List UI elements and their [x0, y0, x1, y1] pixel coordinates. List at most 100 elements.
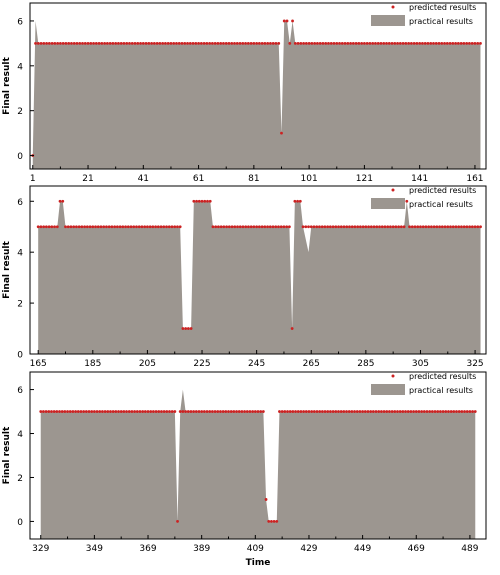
panel-1-predicted-point-89 [277, 41, 281, 45]
panel-1-predicted-point-90 [280, 131, 283, 135]
panel-1-predicted-point-16 [75, 41, 79, 45]
panel-1-predicted-point-117 [354, 41, 358, 45]
panel-3-x-tick-label-4: 409 [247, 544, 264, 554]
panel-1-predicted-point-24 [97, 41, 101, 45]
panel-2-predicted-point-9 [61, 199, 65, 203]
panel-2-predicted-point-54 [184, 327, 188, 330]
panel-2-predicted-point-98 [304, 225, 308, 229]
panel-1-predicted-point-29 [111, 41, 115, 45]
panel-1-predicted-point-135 [404, 41, 408, 45]
panel-2-predicted-point-59 [197, 199, 201, 203]
panel-3-predicted-point-48 [168, 410, 171, 413]
panel-2-x-tick-label-8: 325 [466, 359, 483, 369]
panel-2-predicted-point-156 [462, 225, 466, 229]
panel-3-predicted-point-24 [103, 410, 107, 413]
panel-3-predicted-point-133 [396, 410, 399, 413]
panel-3-predicted-point-160 [468, 410, 472, 413]
panel-1-predicted-point-136 [407, 41, 411, 45]
panel-2-predicted-point-153 [454, 225, 458, 229]
panel-1-predicted-point-25 [100, 41, 104, 45]
panel-1-predicted-point-130 [390, 41, 394, 45]
panel-1-predicted-point-124 [374, 41, 377, 45]
panel-1-y-tick-label-2: 4 [17, 62, 23, 72]
panel-2-predicted-point-110 [337, 225, 340, 229]
panel-3-legend-practical-label: practical results [409, 386, 473, 395]
panel-3-predicted-point-21 [95, 410, 99, 413]
panel-1-predicted-point-63 [205, 41, 209, 45]
panel-2-legend-predicted-label: predicted results [409, 186, 476, 195]
panel-3-predicted-point-154 [452, 410, 456, 413]
panel-3-predicted-point-86 [270, 520, 273, 523]
panel-3-predicted-point-45 [160, 410, 163, 413]
panel-3-predicted-point-100 [307, 410, 311, 413]
panel-2-predicted-point-39 [143, 225, 147, 229]
panel-3-predicted-point-29 [117, 410, 120, 413]
panel-1-legend-practical-swatch [371, 15, 405, 26]
panel-3-frame [29, 371, 487, 540]
panel-1-predicted-point-27 [105, 41, 109, 45]
panel-1-y-tick-label-3: 6 [17, 17, 23, 27]
panel-2-legend-practical-swatch [371, 198, 405, 209]
panel-3-predicted-point-2 [44, 410, 48, 413]
panel-2-predicted-point-32 [124, 225, 127, 229]
panel-3-predicted-point-114 [345, 410, 348, 413]
panel-3-predicted-point-118 [355, 410, 359, 413]
panel-1-predicted-point-5 [45, 41, 48, 45]
panel-3-predicted-point-143 [422, 410, 426, 413]
panel-2-predicted-point-65 [214, 225, 218, 229]
panel-2-legend-practical-label: practical results [409, 200, 473, 209]
panel-1-predicted-point-15 [72, 41, 76, 45]
panel-1-predicted-point-118 [357, 41, 361, 45]
panel-1-predicted-point-1 [34, 41, 37, 45]
panel-3-predicted-point-105 [320, 410, 324, 413]
panel-3-predicted-point-67 [219, 410, 222, 413]
panel-2-predicted-point-46 [162, 225, 166, 229]
panel-3-predicted-point-149 [439, 410, 442, 413]
panel-3-predicted-point-141 [417, 410, 421, 413]
panel-2-predicted-point-43 [154, 225, 158, 229]
panel-1-x-tick-label-6: 121 [356, 174, 373, 184]
panel-2-predicted-point-22 [96, 225, 100, 229]
panel-3-predicted-point-0 [39, 410, 43, 413]
panel-2-predicted-point-146 [435, 225, 439, 229]
panel-2-predicted-point-3 [44, 225, 48, 229]
panel-1-predicted-point-71 [227, 41, 231, 45]
panel-2-predicted-point-159 [470, 225, 474, 229]
panel-1-predicted-point-40 [141, 41, 145, 45]
panel-1-predicted-point-153 [454, 41, 457, 45]
panel-1-predicted-point-154 [456, 41, 460, 45]
panel-3-predicted-point-136 [404, 410, 407, 413]
panel-1-predicted-point-155 [459, 41, 463, 45]
panel-1-predicted-point-115 [349, 41, 352, 45]
panel-3-predicted-point-140 [414, 410, 418, 413]
panel-2-predicted-point-19 [88, 225, 92, 229]
panel-1-predicted-point-8 [53, 41, 57, 45]
panel-1-predicted-point-64 [208, 41, 212, 45]
panel-1-predicted-point-95 [293, 41, 297, 45]
panel-2-predicted-point-106 [326, 225, 330, 229]
panel-3-predicted-point-145 [428, 410, 432, 413]
panel-1-predicted-point-49 [166, 41, 170, 45]
panel-2-predicted-point-79 [252, 225, 256, 229]
panel-1-predicted-point-116 [351, 41, 355, 45]
panel-1-predicted-point-112 [340, 41, 344, 45]
panel-2-predicted-point-82 [260, 225, 264, 229]
panel-1-predicted-point-123 [371, 41, 375, 45]
panel-3-predicted-point-17 [84, 410, 88, 413]
panel-2-predicted-point-89 [279, 225, 283, 229]
panel-2-predicted-point-158 [468, 225, 472, 229]
panel-1-predicted-point-157 [465, 41, 469, 45]
panel-1-predicted-point-26 [103, 41, 107, 45]
panel-1-predicted-point-91 [282, 19, 286, 23]
panel-2-predicted-point-108 [331, 225, 335, 229]
panel-2-x-tick-label-0: 165 [30, 359, 47, 369]
panel-3-predicted-point-112 [339, 410, 343, 413]
panel-2-predicted-point-67 [219, 225, 223, 229]
panel-2-predicted-point-50 [173, 225, 177, 229]
panel-2-predicted-point-107 [328, 225, 332, 229]
panel-3-predicted-point-150 [441, 410, 445, 413]
panel-1-predicted-point-62 [202, 41, 206, 45]
panel-3-predicted-point-63 [208, 410, 212, 413]
panel-3-predicted-point-11 [68, 410, 72, 413]
panel-1-predicted-point-94 [291, 19, 294, 23]
